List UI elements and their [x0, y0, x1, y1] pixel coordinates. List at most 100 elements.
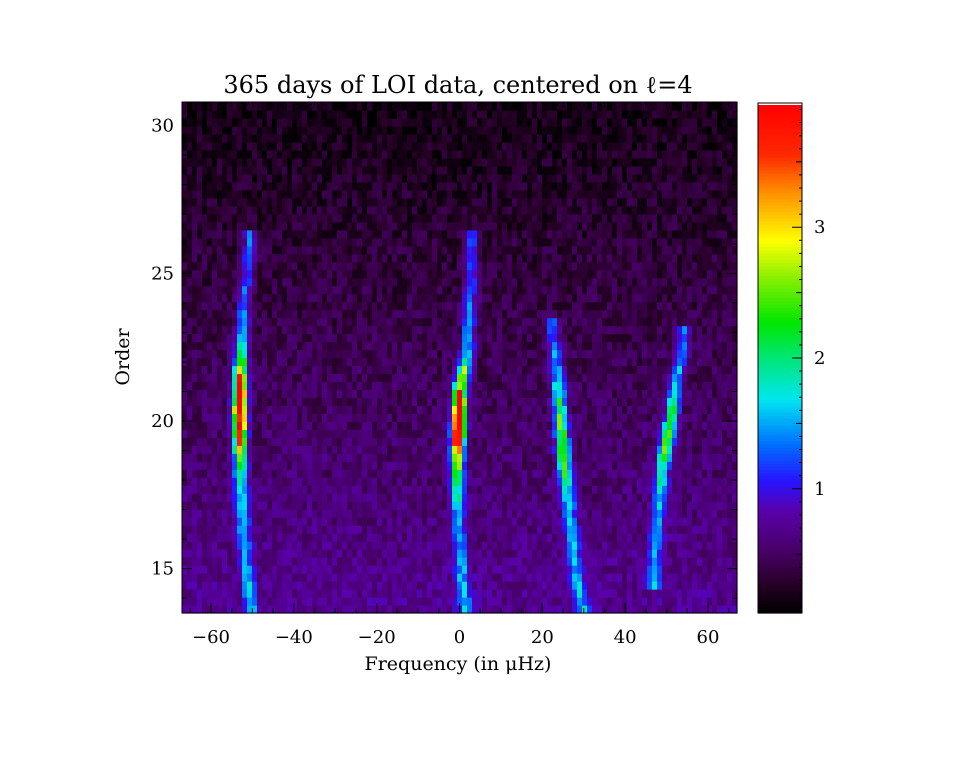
heatmap-cell	[477, 485, 483, 494]
heatmap-cell	[357, 365, 363, 375]
heatmap-cell	[207, 285, 213, 295]
heatmap-cell	[402, 381, 408, 391]
heatmap-cell	[342, 461, 348, 470]
heatmap-cell	[372, 589, 378, 598]
heatmap-cell	[422, 277, 428, 287]
heatmap-cell	[287, 541, 293, 550]
heatmap-cell	[502, 525, 508, 534]
heatmap-cell	[262, 421, 268, 430]
heatmap-cell	[357, 317, 363, 327]
heatmap-cell	[522, 437, 528, 446]
heatmap-cell	[367, 341, 373, 351]
heatmap-cell	[507, 429, 513, 438]
heatmap-cell	[197, 453, 203, 462]
heatmap-cell	[347, 445, 353, 454]
heatmap-cell	[647, 501, 653, 510]
heatmap-cell	[612, 341, 618, 351]
heatmap-cell	[452, 293, 458, 303]
heatmap-cell	[477, 461, 483, 470]
heatmap-cell	[472, 533, 478, 542]
heatmap-cell	[212, 445, 218, 454]
heatmap-cell	[472, 277, 478, 287]
heatmap-cell	[652, 269, 658, 279]
heatmap-cell	[367, 589, 373, 598]
heatmap-cell	[407, 469, 413, 478]
heatmap-cell	[412, 341, 418, 351]
heatmap-cell	[432, 397, 438, 406]
heatmap-cell	[312, 325, 318, 335]
heatmap-cell	[287, 461, 293, 470]
heatmap-cell	[187, 549, 193, 558]
heatmap-cell	[372, 461, 378, 470]
heatmap-cell	[232, 421, 238, 430]
heatmap-cell	[602, 589, 608, 598]
heatmap-cell	[207, 477, 213, 486]
heatmap-cell	[532, 325, 538, 335]
heatmap-cell	[727, 261, 733, 271]
heatmap-cell	[672, 557, 678, 566]
heatmap-cell	[667, 477, 673, 486]
heatmap-cell	[722, 557, 728, 566]
heatmap-cell	[607, 365, 613, 375]
heatmap-cell	[257, 285, 263, 295]
heatmap-cell	[402, 349, 408, 359]
heatmap-cell	[252, 589, 258, 598]
heatmap-cell	[192, 309, 198, 319]
heatmap-cell	[482, 477, 488, 486]
heatmap-cell	[402, 253, 408, 263]
heatmap-cell	[617, 381, 623, 391]
heatmap-cell	[632, 549, 638, 558]
heatmap-cell	[302, 445, 308, 454]
heatmap-cell	[277, 429, 283, 438]
heatmap-cell	[627, 453, 633, 462]
heatmap-cell	[572, 549, 578, 558]
heatmap-cell	[612, 285, 618, 295]
heatmap-cell	[302, 589, 308, 598]
heatmap-cell	[657, 437, 663, 446]
heatmap-cell	[622, 557, 628, 566]
heatmap-cell	[657, 253, 663, 263]
heatmap-cell	[627, 301, 633, 311]
heatmap-cell	[582, 341, 588, 351]
heatmap-cell	[242, 389, 248, 399]
heatmap-cell	[647, 469, 653, 478]
heatmap-cell	[562, 581, 568, 590]
heatmap-cell	[327, 565, 333, 574]
heatmap-cell	[377, 357, 383, 367]
heatmap-cell	[527, 365, 533, 375]
heatmap-cell	[672, 541, 678, 550]
heatmap-cell	[687, 277, 693, 287]
heatmap-cell	[292, 421, 298, 430]
heatmap-cell	[307, 469, 313, 478]
heatmap-cell	[447, 277, 453, 287]
heatmap-cell	[337, 397, 343, 406]
heatmap-cell	[507, 261, 513, 271]
heatmap-cell	[507, 373, 513, 383]
heatmap-cell	[317, 325, 323, 335]
heatmap-cell	[332, 581, 338, 590]
heatmap-cell	[197, 277, 203, 287]
heatmap-cell	[382, 525, 388, 534]
heatmap-cell	[337, 525, 343, 534]
heatmap-cell	[312, 589, 318, 598]
heatmap-cell	[512, 557, 518, 566]
heatmap-cell	[562, 325, 568, 335]
heatmap-cell	[477, 333, 483, 343]
heatmap-cell	[312, 477, 318, 486]
heatmap-cell	[657, 469, 663, 478]
heatmap-cell	[217, 277, 223, 287]
heatmap-cell	[607, 501, 613, 510]
heatmap-cell	[637, 557, 643, 566]
heatmap-cell	[307, 565, 313, 574]
heatmap-cell	[652, 429, 658, 438]
heatmap-cell	[717, 437, 723, 446]
heatmap-cell	[352, 405, 358, 414]
heatmap-cell	[662, 429, 668, 438]
heatmap-cell	[207, 493, 213, 502]
heatmap-cell	[387, 461, 393, 470]
heatmap-cell	[282, 309, 288, 319]
heatmap-cell	[477, 389, 483, 399]
heatmap-cell	[387, 285, 393, 295]
heatmap-cell	[317, 485, 323, 494]
heatmap-cell	[322, 269, 328, 279]
